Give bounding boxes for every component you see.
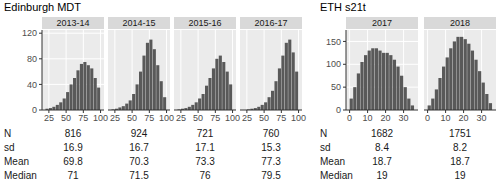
html-text:71.5: 71.5: [129, 170, 149, 181]
svg-text:30: 30: [477, 113, 487, 123]
html-text:69.8: 69.8: [63, 156, 83, 167]
svg-text:100: 100: [93, 113, 108, 123]
html-text:Median: Median: [320, 170, 353, 181]
html-text:18.7: 18.7: [372, 156, 392, 167]
html-text:Mean: Mean: [4, 156, 29, 167]
html-text:ETH s21t: ETH s21t: [320, 1, 366, 13]
html-text:16.9: 16.9: [63, 142, 83, 153]
html-text:18.7: 18.7: [450, 156, 470, 167]
html-text:Edinburgh MDT: Edinburgh MDT: [4, 1, 81, 13]
svg-text:25: 25: [176, 113, 186, 123]
html-text:19: 19: [376, 170, 388, 181]
svg-text:25: 25: [44, 113, 54, 123]
html-text:Mean: Mean: [320, 156, 345, 167]
svg-text:0: 0: [32, 105, 37, 115]
svg-text:100: 100: [291, 113, 306, 123]
html-text:76: 76: [199, 170, 211, 181]
html-text:8.4: 8.4: [375, 142, 389, 153]
svg-text:75: 75: [78, 113, 88, 123]
svg-text:50: 50: [127, 113, 137, 123]
svg-text:0: 0: [425, 113, 430, 123]
svg-text:25: 25: [110, 113, 120, 123]
html-text:1682: 1682: [370, 128, 394, 139]
html-text:sd: sd: [4, 142, 15, 153]
html-text:17.1: 17.1: [195, 142, 215, 153]
html-text:760: 760: [262, 128, 280, 139]
html-text:2017: 2017: [372, 18, 392, 28]
svg-text:80: 80: [27, 54, 37, 64]
html-text:77.3: 77.3: [261, 156, 281, 167]
svg-text:120: 120: [22, 30, 37, 38]
html-text:8.2: 8.2: [453, 142, 467, 153]
svg-text:0: 0: [336, 105, 341, 115]
svg-text:30: 30: [399, 113, 409, 123]
html-text:79.5: 79.5: [261, 170, 281, 181]
html-text:16.7: 16.7: [129, 142, 149, 153]
svg-text:50: 50: [259, 113, 269, 123]
html-text:2016-17: 2016-17: [254, 18, 288, 28]
svg-text:50: 50: [331, 82, 341, 92]
svg-text:20: 20: [381, 113, 391, 123]
html-text:2013-14: 2013-14: [56, 18, 90, 28]
html-text:15.3: 15.3: [261, 142, 281, 153]
html-text:73.3: 73.3: [195, 156, 215, 167]
html-text:71: 71: [67, 170, 79, 181]
svg-text:50: 50: [193, 113, 203, 123]
svg-text:0: 0: [347, 113, 352, 123]
svg-text:25: 25: [242, 113, 252, 123]
html-text:19: 19: [454, 170, 466, 181]
html-text:2018: 2018: [450, 18, 470, 28]
svg-text:75: 75: [276, 113, 286, 123]
svg-text:150: 150: [326, 37, 341, 47]
svg-text:100: 100: [225, 113, 240, 123]
svg-text:40: 40: [27, 80, 37, 90]
html-text:N: N: [4, 128, 12, 139]
html-text:816: 816: [64, 128, 82, 139]
html-text:1751: 1751: [448, 128, 472, 139]
svg-text:75: 75: [210, 113, 220, 123]
svg-text:20: 20: [459, 113, 469, 123]
html-text:N: N: [320, 128, 328, 139]
html-text:Median: Median: [4, 170, 37, 181]
svg-text:10: 10: [363, 113, 373, 123]
html-text:2014-15: 2014-15: [122, 18, 156, 28]
svg-text:100: 100: [159, 113, 174, 123]
html-text:sd: sd: [320, 142, 331, 153]
html-text:2015-16: 2015-16: [188, 18, 222, 28]
svg-text:75: 75: [144, 113, 154, 123]
html-text:70.3: 70.3: [129, 156, 149, 167]
html-text:721: 721: [196, 128, 214, 139]
html-text:924: 924: [130, 128, 148, 139]
svg-text:100: 100: [326, 59, 341, 69]
svg-text:10: 10: [441, 113, 451, 123]
svg-text:50: 50: [61, 113, 71, 123]
